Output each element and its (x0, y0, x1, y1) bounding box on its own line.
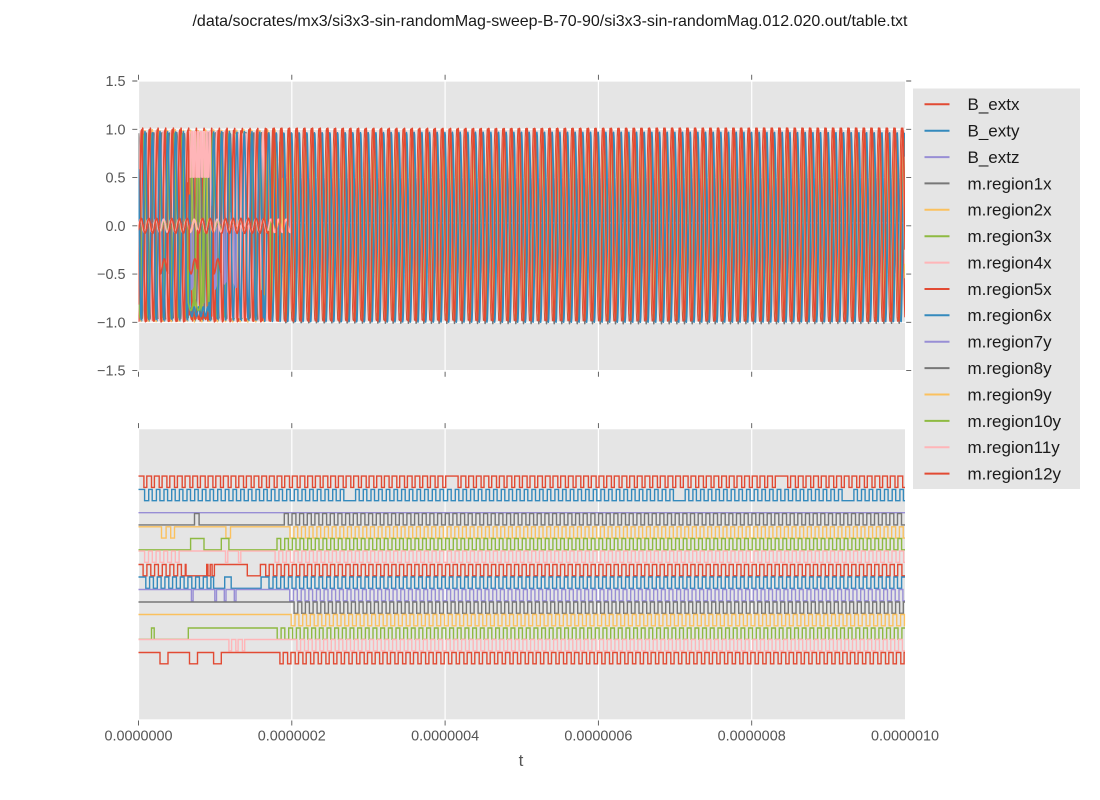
svg-text:m.region8y: m.region8y (968, 359, 1053, 378)
svg-text:m.region10y: m.region10y (968, 412, 1062, 431)
svg-text:0.0: 0.0 (105, 219, 125, 235)
svg-text:B_extz: B_extz (968, 148, 1020, 167)
svg-text:m.region9y: m.region9y (968, 385, 1053, 404)
svg-text:t: t (519, 751, 524, 770)
svg-text:0.0000004: 0.0000004 (411, 728, 479, 744)
svg-text:m.region1x: m.region1x (968, 174, 1053, 193)
svg-text:0.5: 0.5 (105, 171, 125, 187)
svg-text:m.region4x: m.region4x (968, 254, 1053, 273)
svg-text:0.0000002: 0.0000002 (258, 728, 326, 744)
svg-text:1.0: 1.0 (105, 122, 125, 138)
svg-text:m.region3x: m.region3x (968, 227, 1053, 246)
svg-text:B_exty: B_exty (968, 122, 1020, 141)
svg-text:B_extx: B_extx (968, 95, 1020, 114)
svg-text:m.region2x: m.region2x (968, 201, 1053, 220)
svg-text:m.region7y: m.region7y (968, 333, 1053, 352)
svg-text:m.region6x: m.region6x (968, 306, 1053, 325)
svg-text:0.0000010: 0.0000010 (871, 728, 939, 744)
svg-text:0.0000008: 0.0000008 (718, 728, 786, 744)
svg-text:0.0000000: 0.0000000 (104, 728, 172, 744)
svg-text:0.0000006: 0.0000006 (564, 728, 632, 744)
svg-text:m.region12y: m.region12y (968, 465, 1062, 484)
svg-text:m.region5x: m.region5x (968, 280, 1053, 299)
svg-text:m.region11y: m.region11y (968, 438, 1061, 457)
svg-text:/data/socrates/mx3/si3x3-sin-r: /data/socrates/mx3/si3x3-sin-randomMag-s… (192, 13, 908, 30)
svg-text:−0.5: −0.5 (97, 267, 125, 283)
svg-text:−1.5: −1.5 (97, 364, 125, 380)
svg-text:−1.0: −1.0 (97, 315, 125, 331)
svg-text:1.5: 1.5 (105, 74, 125, 90)
